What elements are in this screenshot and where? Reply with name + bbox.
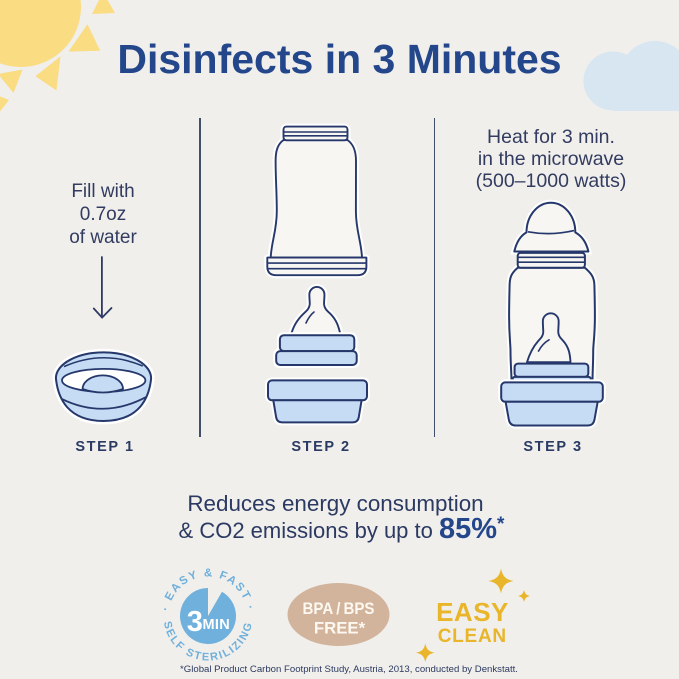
svg-text:MIN: MIN <box>203 617 230 633</box>
svg-text:EASY: EASY <box>436 597 509 627</box>
svg-text:CLEAN: CLEAN <box>438 626 507 647</box>
svg-text:FREE*: FREE* <box>314 619 366 638</box>
svg-text:3: 3 <box>187 606 203 638</box>
svg-text:BPA / BPS: BPA / BPS <box>303 599 375 618</box>
